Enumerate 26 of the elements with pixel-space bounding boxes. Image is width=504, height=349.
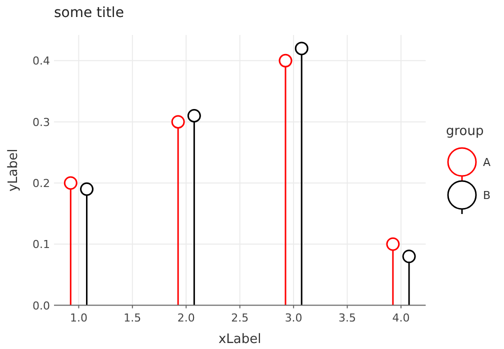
point <box>386 237 400 251</box>
y-tick-label: 0.3 <box>32 116 50 129</box>
point <box>278 54 292 68</box>
x-tick-label: 3.5 <box>338 311 356 324</box>
x-tick-label: 2.5 <box>231 311 249 324</box>
y-tick-label: 0.0 <box>32 299 50 312</box>
x-tick-label: 4.0 <box>392 311 410 324</box>
text: B <box>483 189 491 202</box>
text: A <box>483 156 491 169</box>
y-tick-label: 0.2 <box>32 176 50 190</box>
point <box>64 176 78 190</box>
y-axis-title: yLabel <box>6 148 21 192</box>
point <box>80 182 94 196</box>
y-tick-label: 0.1 <box>32 238 50 252</box>
point <box>402 250 416 264</box>
point <box>171 115 185 129</box>
x-tick-label: 1.5 <box>124 311 142 324</box>
x-tick-label: 1.0 <box>70 311 88 324</box>
x-tick-label: 2.0 <box>177 311 195 324</box>
point <box>294 42 308 56</box>
y-tick-label: 0.4 <box>32 54 50 68</box>
legend-title: group <box>446 124 484 139</box>
x-axis-title: xLabel <box>218 332 262 347</box>
x-tick-label: 3.0 <box>284 311 302 324</box>
chart-title: some title <box>54 5 124 21</box>
point <box>187 108 201 122</box>
